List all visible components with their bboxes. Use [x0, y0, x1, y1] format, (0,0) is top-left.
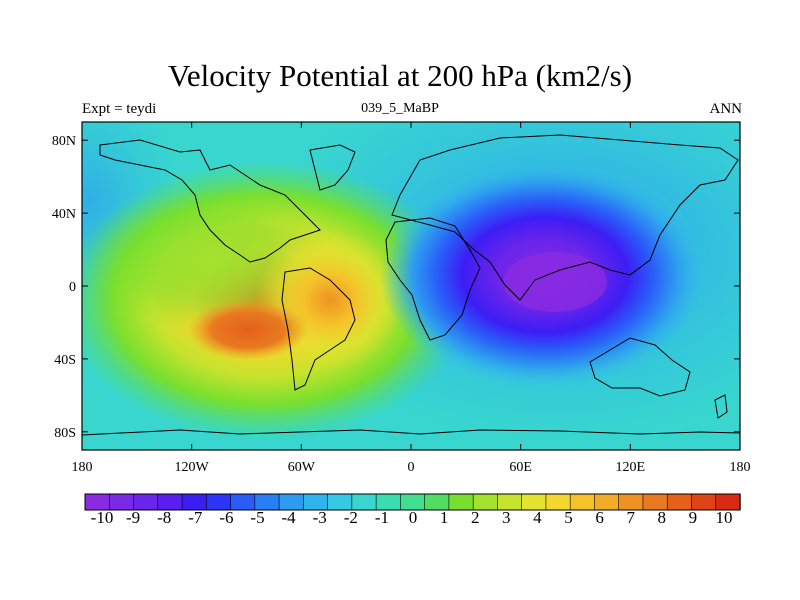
- x-tick-label: 60E: [509, 460, 532, 475]
- colorbar-swatch: [569, 493, 596, 511]
- x-tick-label: 120E: [616, 460, 646, 475]
- colorbar-label: 4: [533, 508, 542, 527]
- continent-outlines: [82, 134, 740, 436]
- x-axis: 180 120W 60W 0 60E 120E 180: [72, 122, 751, 475]
- y-axis: 80N 40N 0 40S 80S: [52, 134, 740, 441]
- x-tick-label: 60W: [288, 460, 316, 475]
- colorbar-label: 0: [409, 508, 418, 527]
- eurasia-outline: [391, 134, 739, 301]
- australia-outline: [589, 337, 691, 397]
- y-tick-label: 40S: [54, 353, 76, 368]
- season-label: ANN: [709, 101, 743, 117]
- figure-title: Velocity Potential at 200 hPa (km2/s): [167, 58, 633, 93]
- colorbar-label: 9: [689, 508, 698, 527]
- colorbar-label: 10: [716, 508, 733, 527]
- colorbar-label: -1: [375, 508, 389, 527]
- contour-field: [82, 122, 740, 450]
- y-tick-label: 80S: [54, 426, 76, 441]
- x-tick-label: 180: [72, 460, 93, 475]
- x-tick-label: 180: [730, 460, 751, 475]
- colorbar: -10 -9 -8 -7 -6 -5 -4 -3 -2 -1 0 1 2 3 4 5 6 7 8 9 10: [84, 493, 741, 527]
- y-tick-label: 80N: [52, 134, 76, 149]
- colorbar-label: 2: [471, 508, 480, 527]
- greenland-outline: [309, 144, 356, 191]
- new-zealand-outline: [714, 394, 728, 419]
- x-tick-label: 120W: [175, 460, 210, 475]
- case-label: 039_5_MaBP: [361, 101, 439, 116]
- colorbar-label: -8: [157, 508, 171, 527]
- colorbar-label: -6: [219, 508, 233, 527]
- colorbar-label: -2: [344, 508, 358, 527]
- colorbar-label: -4: [282, 508, 297, 527]
- colorbar-label: -5: [250, 508, 264, 527]
- antarctica-outline: [82, 429, 740, 436]
- colorbar-label: 1: [440, 508, 449, 527]
- africa-outline: [385, 217, 481, 341]
- colorbar-label: 7: [626, 508, 635, 527]
- y-tick-label: 0: [69, 280, 76, 295]
- colorbar-label: -3: [313, 508, 327, 527]
- x-tick-label: 0: [408, 460, 415, 475]
- south-america-outline: [281, 267, 356, 391]
- north-america-outline: [99, 139, 321, 263]
- colorbar-swatch: [448, 493, 474, 511]
- colorbar-label: 5: [564, 508, 573, 527]
- colorbar-label: 6: [595, 508, 604, 527]
- colorbar-label: -7: [188, 508, 203, 527]
- colorbar-label: -10: [91, 508, 114, 527]
- colorbar-label: 3: [502, 508, 511, 527]
- colorbar-frame: [84, 493, 741, 511]
- y-tick-label: 40N: [52, 207, 76, 222]
- colorbar-label: 8: [658, 508, 667, 527]
- colorbar-label: -9: [126, 508, 140, 527]
- experiment-label: Expt = teydi: [82, 101, 157, 117]
